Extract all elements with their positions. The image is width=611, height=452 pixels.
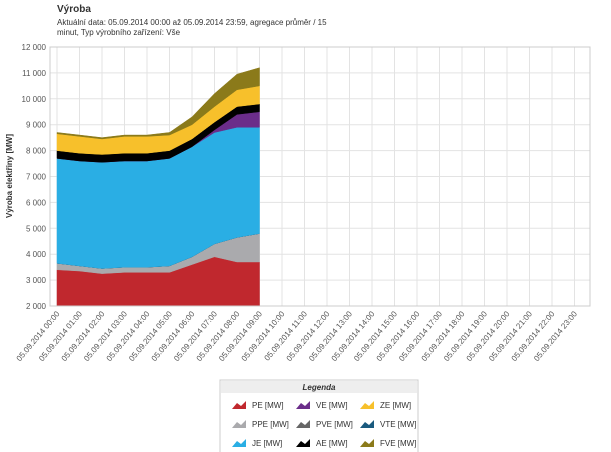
y-axis-label: Výroba elektřiny [MW] xyxy=(5,134,14,218)
y-tick-label: 9 000 xyxy=(26,121,47,130)
y-tick-label: 10 000 xyxy=(22,95,47,104)
legend-label: PPE [MW] xyxy=(252,420,289,429)
y-tick-label: 7 000 xyxy=(26,173,47,182)
legend-icon xyxy=(296,439,310,447)
y-tick-label: 4 000 xyxy=(26,250,47,259)
legend-label: VE [MW] xyxy=(316,401,348,410)
y-tick-label: 8 000 xyxy=(26,147,47,156)
area xyxy=(56,67,260,140)
chart-subtitle: minut, Typ výrobního zařízení: Vše xyxy=(57,28,181,37)
legend-icon xyxy=(296,401,310,409)
legend-label: JE [MW] xyxy=(252,439,282,448)
y-tick-label: 3 000 xyxy=(26,276,47,285)
chart-title: Výroba xyxy=(57,4,91,15)
x-tick-label: 05.09.2014 23:00 xyxy=(532,309,579,363)
legend-icon xyxy=(232,439,246,447)
legend-icon xyxy=(360,420,374,428)
legend-label: VTE [MW] xyxy=(380,420,416,429)
y-tick-label: 6 000 xyxy=(26,198,47,207)
y-tick-label: 2 000 xyxy=(26,302,47,311)
legend-header xyxy=(221,381,417,393)
legend-label: FVE [MW] xyxy=(380,439,416,448)
y-tick-label: 11 000 xyxy=(22,69,46,78)
legend-label: ZE [MW] xyxy=(380,401,411,410)
legend-label: PE [MW] xyxy=(252,401,284,410)
legend-icon xyxy=(232,401,246,409)
legend-icon xyxy=(296,420,310,428)
legend-label: PVE [MW] xyxy=(316,420,353,429)
y-tick-label: 5 000 xyxy=(26,224,47,233)
y-tick-label: 12 000 xyxy=(22,43,47,52)
legend-title: Legenda xyxy=(303,383,336,392)
legend-icon xyxy=(360,439,374,447)
legend-label: AE [MW] xyxy=(316,439,348,448)
chart-subtitle: Aktuální data: 05.09.2014 00:00 až 05.09… xyxy=(57,18,327,27)
legend-icon xyxy=(360,401,374,409)
plot-border xyxy=(49,46,591,307)
legend-icon xyxy=(232,420,246,428)
